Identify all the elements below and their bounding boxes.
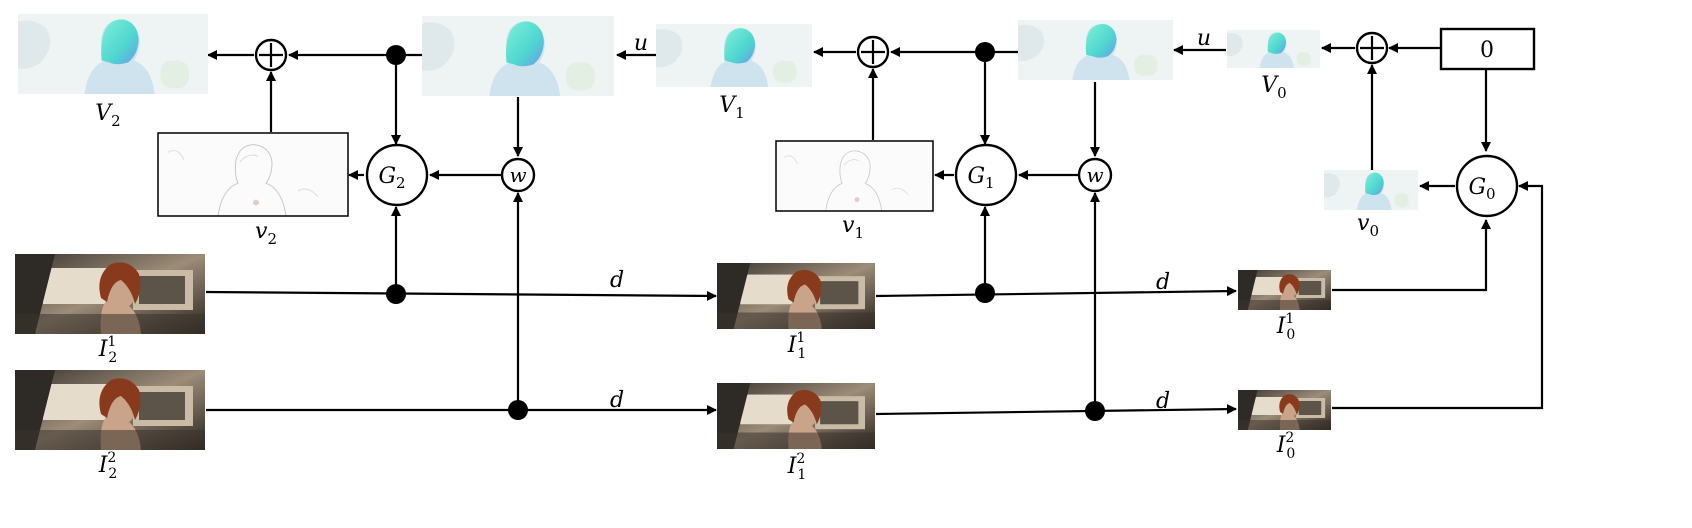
label-d-row2-a: d: [610, 388, 624, 413]
flow-image-V1-upsampled: [1018, 20, 1173, 80]
wire-I21-to-I11: [205, 290, 717, 301]
label-u-level1: u: [634, 31, 648, 56]
flow-image-V2: [18, 14, 208, 94]
wire-I12-to-I02: [875, 404, 1237, 416]
label-d-row1-a: d: [610, 268, 624, 293]
frame-image-I01: [1238, 270, 1331, 310]
svg-text:w: w: [509, 163, 526, 187]
svg-text:G0: G0: [1468, 175, 1495, 203]
label-V0: V0: [1261, 73, 1286, 102]
residual-image-v2: [157, 132, 349, 217]
label-I02: I2 0: [1276, 430, 1296, 462]
flow-image-v0: [1324, 170, 1418, 210]
junction-dot: [975, 42, 995, 62]
flow-image-V0: [1227, 30, 1320, 68]
generator-node-G1: G1: [954, 143, 1018, 207]
label-V2: V2: [95, 101, 120, 130]
labels: V2 V1 V0 v2 v1 v0 u u d d d d I1 2 I2 2 I1…: [95, 26, 1379, 483]
label-d-row1-b: d: [1156, 270, 1170, 295]
label-v2: v2: [255, 219, 277, 248]
label-I01: I1 0: [1276, 311, 1296, 343]
junction-dot: [975, 283, 995, 303]
junction-dot: [386, 45, 406, 65]
svg-text:G1: G1: [967, 164, 994, 192]
frame-image-I22: [15, 370, 205, 450]
wires: [205, 43, 1544, 416]
flow-image-V2-upsampled: [422, 16, 614, 96]
label-v1: v1: [842, 213, 864, 242]
junction-dot: [386, 284, 406, 304]
frame-image-I12: [717, 383, 875, 449]
svg-text:w: w: [1086, 163, 1103, 187]
sum-node-1: [856, 35, 890, 69]
label-I21: I1 2: [98, 334, 118, 366]
label-I22: I2 2: [98, 450, 118, 482]
label-I11: I1 1: [787, 330, 807, 362]
label-v0: v0: [1357, 211, 1379, 240]
junction-dot: [1085, 401, 1105, 421]
generator-node-G2: G2: [365, 143, 429, 207]
label-I12: I2 1: [787, 451, 807, 483]
residual-image-v1: [775, 140, 934, 212]
zero-init-box: 0: [1439, 27, 1536, 71]
label-u-level0: u: [1197, 26, 1211, 51]
wire-I02-to-G0: [1332, 181, 1544, 410]
frame-image-I02: [1238, 390, 1331, 430]
sum-node-2: [254, 38, 288, 72]
wire-I01-to-G0: [1332, 219, 1491, 292]
wire-I11-to-I01: [875, 286, 1237, 298]
flow-image-V1: [656, 24, 812, 87]
junction-dot: [508, 400, 528, 420]
generator-node-G0: G0: [1455, 154, 1519, 218]
junction-dots: [386, 42, 1105, 421]
label-d-row2-b: d: [1156, 389, 1170, 414]
label-V1: V1: [719, 93, 744, 122]
svg-text:0: 0: [1480, 38, 1494, 63]
warp-node-2: w: [500, 157, 536, 193]
warp-node-1: w: [1077, 157, 1113, 193]
svg-text:G2: G2: [378, 164, 405, 192]
frame-image-I21: [15, 254, 205, 334]
sum-node-0: [1355, 31, 1389, 65]
frame-image-I11: [717, 263, 875, 329]
